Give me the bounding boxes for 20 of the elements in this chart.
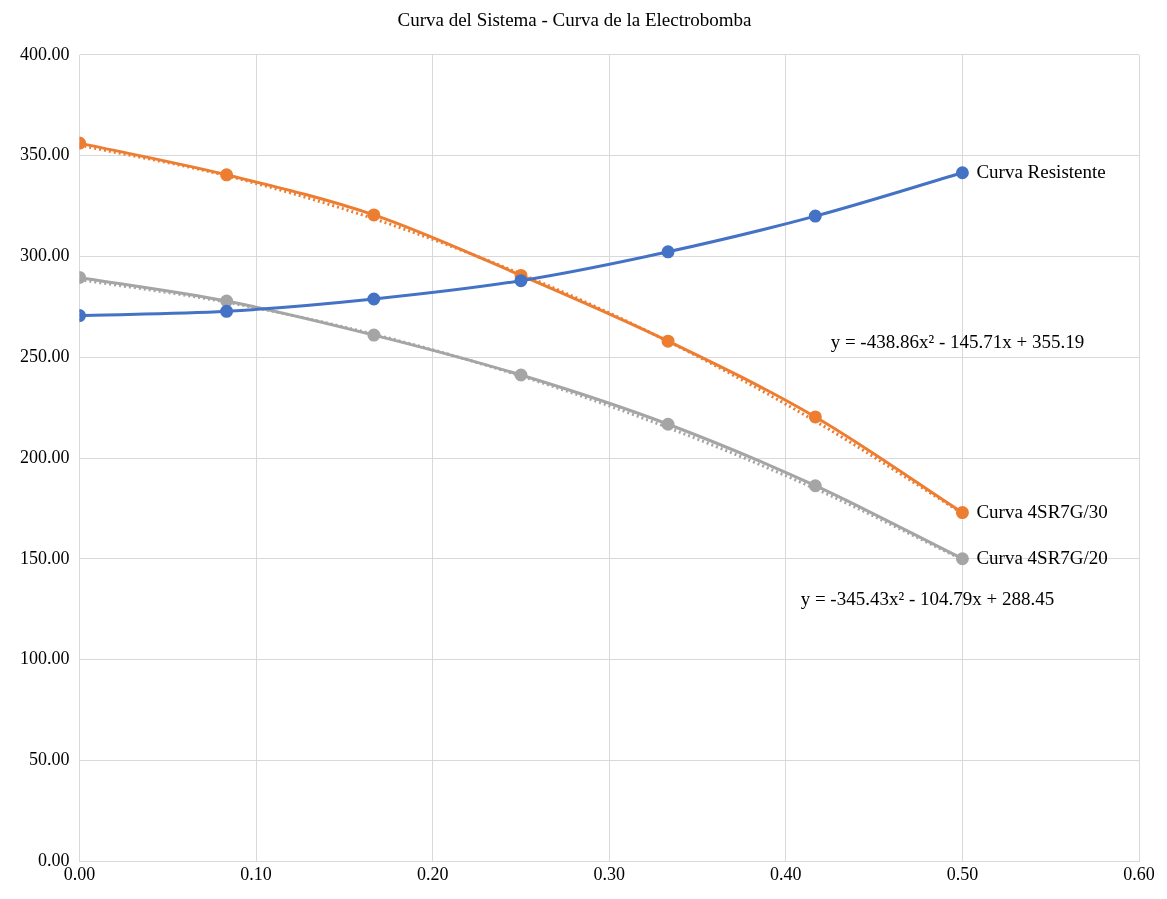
series-label: Curva 4SR7G/30 (976, 500, 1108, 522)
x-tick-label: 0.50 (946, 863, 979, 884)
y-tick-label: 250.00 (20, 346, 70, 367)
y-tick-label: 400.00 (20, 43, 70, 64)
y-tick-label: 150.00 (20, 547, 70, 568)
series-label: Curva Resistente (976, 160, 1106, 182)
x-tick-label: 0.10 (240, 863, 272, 884)
y-tick-label: 50.00 (29, 749, 70, 770)
x-tick-label: 0.40 (770, 863, 802, 884)
y-tick-label: 200.00 (20, 446, 70, 467)
annotation: y = -438.86x² - 145.71x + 355.19 (830, 331, 1085, 353)
y-tick-label: 100.00 (20, 648, 70, 669)
x-tick-label: 0.60 (1123, 863, 1155, 884)
annotation: y = -345.43x² - 104.79x + 288.45 (800, 587, 1055, 609)
series-label: Curva 4SR7G/20 (976, 546, 1108, 568)
y-tick-label: 350.00 (20, 144, 70, 165)
x-tick-label: 0.20 (416, 863, 449, 884)
y-tick-label: 300.00 (20, 245, 70, 266)
chart-title: Curva del Sistema - Curva de la Electrobomba (397, 9, 753, 31)
x-tick-label: 0.30 (593, 863, 625, 884)
